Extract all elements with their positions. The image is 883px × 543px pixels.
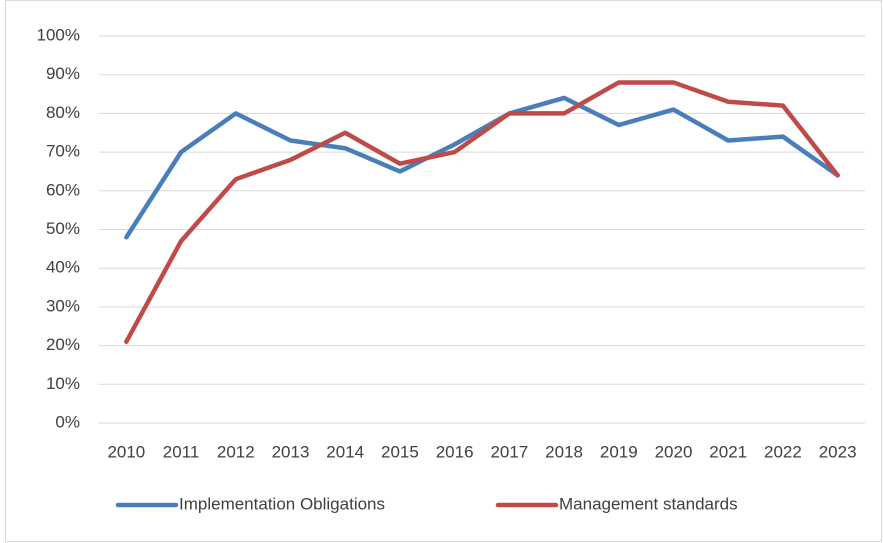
y-tick-label: 90% xyxy=(46,64,80,83)
y-tick-label: 30% xyxy=(46,296,80,315)
series-line xyxy=(124,80,840,344)
legend-label: Implementation Obligations xyxy=(179,494,385,513)
series-line xyxy=(124,95,840,240)
y-tick-label: 0% xyxy=(55,412,80,431)
x-tick-label: 2022 xyxy=(764,442,802,461)
y-tick-label: 20% xyxy=(46,335,80,354)
x-tick-label: 2014 xyxy=(326,442,364,461)
x-tick-label: 2010 xyxy=(107,442,145,461)
x-tick-label: 2013 xyxy=(272,442,310,461)
x-tick-label: 2015 xyxy=(381,442,419,461)
x-tick-label: 2016 xyxy=(436,442,474,461)
y-tick-label: 80% xyxy=(46,103,80,122)
chart-border xyxy=(5,0,882,542)
y-tick-label: 60% xyxy=(46,180,80,199)
x-tick-label: 2011 xyxy=(163,442,200,461)
x-tick-label: 2021 xyxy=(709,442,747,461)
x-tick-label: 2020 xyxy=(655,442,693,461)
x-tick-label: 2019 xyxy=(600,442,638,461)
y-tick-label: 40% xyxy=(46,258,80,277)
x-tick-label: 2018 xyxy=(545,442,583,461)
y-tick-label: 50% xyxy=(46,219,80,238)
x-tick-label: 2012 xyxy=(217,442,255,461)
x-tick-label: 2023 xyxy=(819,442,857,461)
legend-label: Management standards xyxy=(559,494,738,513)
x-tick-label: 2017 xyxy=(490,442,528,461)
y-tick-label: 70% xyxy=(46,142,80,161)
y-tick-label: 100% xyxy=(37,25,80,44)
y-tick-label: 10% xyxy=(46,374,80,393)
